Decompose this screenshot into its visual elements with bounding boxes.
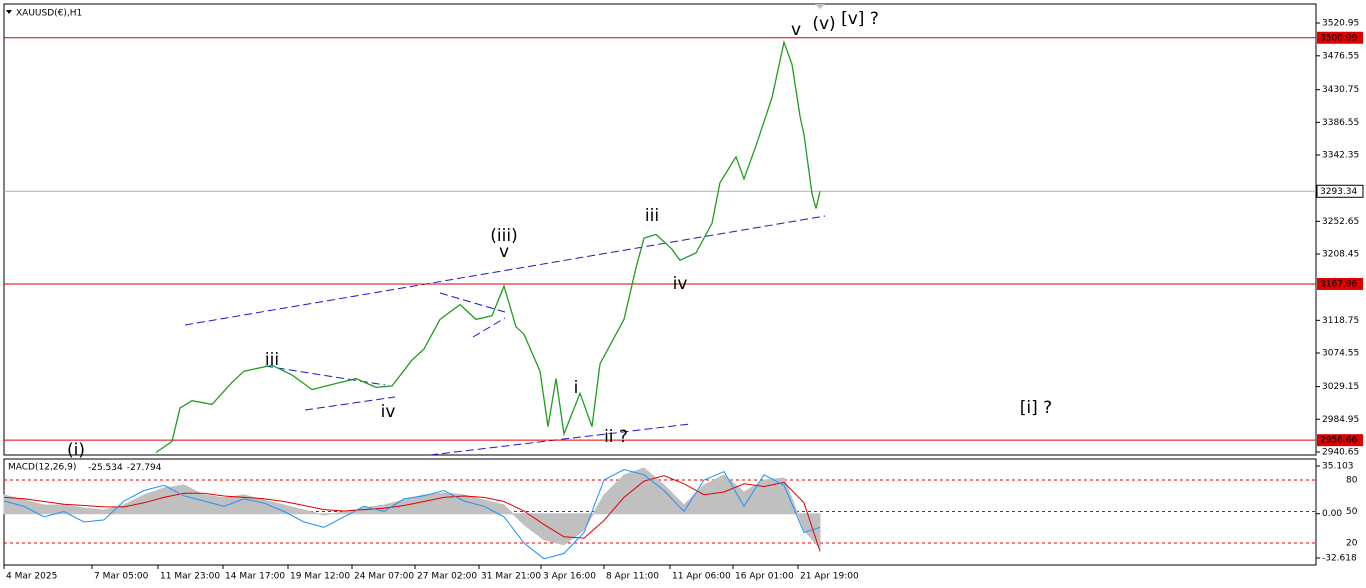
level-label: 3500.99: [1320, 33, 1357, 43]
y-tick-label: 35.103: [1322, 462, 1354, 472]
wave-label: v: [499, 242, 509, 262]
y-tick-label: 3029.15: [1322, 382, 1359, 392]
y-tick-label: 3118.75: [1322, 316, 1359, 326]
macd-title: MACD(12,26,9): [8, 463, 76, 473]
y-tick-label: 3386.55: [1322, 118, 1359, 128]
y-tick-label: 3520.95: [1322, 18, 1359, 28]
wave-label: [v] ?: [841, 9, 879, 29]
y-tick-label: 2940.65: [1322, 448, 1359, 458]
trend-lines: [184, 215, 826, 456]
macd-value: -25.534: [88, 463, 123, 473]
y2-tick-label: 20: [1346, 539, 1358, 549]
wave-label: iii: [645, 206, 659, 226]
x-tick-label: 7 Mar 05:00: [94, 572, 149, 582]
macd-values: -25.534 -27.794: [88, 463, 162, 473]
price-label-box: [1317, 31, 1363, 44]
y-tick-label: 2984.95: [1322, 415, 1359, 425]
wave-label: iii: [265, 350, 279, 370]
y-tick-label: 3342.35: [1322, 151, 1359, 161]
wave-label: ii ?: [604, 427, 628, 447]
price-label-box: [1316, 184, 1364, 198]
x-tick-label: 11 Mar 23:00: [160, 572, 220, 582]
trend-line: [472, 317, 506, 338]
trend-line: [264, 365, 386, 386]
indicator-line: [3, 475, 821, 552]
y-tick-label: -32.618: [1322, 554, 1357, 564]
wave-label: iv: [673, 274, 688, 294]
x-tick-label: 8 Apr 11:00: [606, 572, 659, 582]
y-tick-label: 3074.55: [1322, 349, 1359, 359]
current-price-label: 3293.34: [1320, 187, 1357, 197]
price-label-box: [1317, 434, 1363, 447]
x-tick-label: 4 Mar 2025: [6, 572, 57, 582]
x-tick-label: 21 Apr 19:00: [800, 572, 859, 582]
menu-arrow[interactable]: [6, 10, 12, 14]
y-tick-label: 3476.55: [1322, 51, 1359, 61]
wave-label: (i): [67, 440, 85, 460]
indicator-line: [3, 468, 821, 560]
trend-line: [184, 215, 826, 326]
wave-label: v: [791, 20, 801, 40]
wave-label: i: [574, 378, 579, 398]
x-tick-label: 11 Apr 06:00: [672, 572, 731, 582]
x-tick-label: 14 Mar 17:00: [225, 572, 285, 582]
main-frame: [3, 3, 1317, 456]
y2-tick-label: 80: [1346, 476, 1358, 486]
y2-tick-label: 50: [1346, 507, 1358, 517]
level-label: 2956.66: [1320, 436, 1357, 446]
level-label: 3167.96: [1320, 279, 1357, 289]
x-tick-label: 24 Mar 07:00: [354, 572, 414, 582]
macd-histogram: [3, 467, 821, 550]
shift-marker: [815, 4, 825, 9]
macd-value: -27.794: [127, 463, 162, 473]
wave-label: [i] ?: [1020, 398, 1052, 418]
trend-line: [429, 423, 691, 456]
x-tick-label: 16 Apr 01:00: [735, 572, 794, 582]
wave-label: (iii): [490, 226, 517, 246]
x-tick-label: 3 Apr 16:00: [543, 572, 596, 582]
x-tick-label: 19 Mar 12:00: [290, 572, 350, 582]
price-line: [155, 39, 821, 454]
chart-title: XAUUSD(€),H1: [16, 9, 82, 19]
wave-label: (v): [812, 14, 835, 34]
y-tick-label: 3208.45: [1322, 250, 1359, 260]
y-tick-label: 3430.75: [1322, 85, 1359, 95]
y-tick-label: 0.00: [1322, 509, 1342, 519]
y-tick-label: 3252.65: [1322, 217, 1359, 227]
price-label-box: [1317, 277, 1363, 290]
trend-line: [304, 396, 396, 411]
x-tick-label: 27 Mar 02:00: [417, 572, 477, 582]
wave-label: iv: [381, 402, 396, 422]
x-tick-label: 31 Mar 21:00: [481, 572, 541, 582]
